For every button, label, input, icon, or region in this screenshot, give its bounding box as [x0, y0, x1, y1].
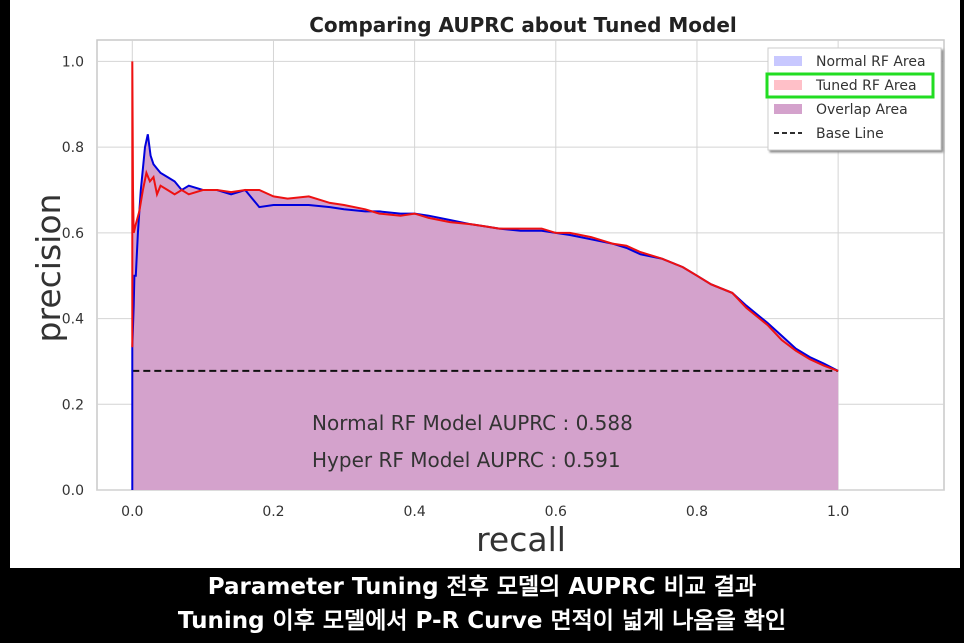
y-axis-label: precision: [29, 194, 68, 343]
x-tick-label: 1.0: [827, 504, 849, 520]
y-tick-label: 0.8: [62, 140, 84, 156]
tuned-rf-curve: [131, 61, 839, 372]
area-fills: [132, 61, 839, 491]
y-tick-label: 0.6: [62, 226, 84, 242]
chart-figure: Comparing AUPRC about Tuned Model 0.0 0.2…: [10, 0, 960, 568]
legend-highlight-box: [765, 72, 935, 99]
tuned-rf-area: [132, 61, 839, 491]
caption-line-1: Parameter Tuning 전후 모델의 AUPRC 비교 결과: [207, 574, 757, 600]
legend-swatch-normal: [774, 56, 802, 66]
legend-label-normal: Normal RF Area: [816, 54, 926, 70]
x-tick-label: 0.8: [686, 504, 708, 520]
legend: Normal RF Area Tuned RF Area Overlap Are…: [765, 47, 942, 151]
y-tick-label: 0.2: [62, 397, 84, 413]
x-tick-label: 0.2: [262, 504, 284, 520]
x-axis-label: recall: [476, 520, 566, 559]
y-tick-label: 0.4: [62, 312, 84, 328]
precision-recall-chart: Comparing AUPRC about Tuned Model 0.0 0.2…: [29, 13, 945, 559]
x-tick-label: 0.0: [121, 504, 143, 520]
x-tick-label: 0.6: [545, 504, 567, 520]
legend-label-overlap: Overlap Area: [816, 102, 908, 118]
legend-swatch-overlap: [774, 104, 802, 114]
caption-line-2: Tuning 이후 모델에서 P-R Curve 면적이 넓게 나옴을 확인: [177, 608, 787, 634]
x-tick-label: 0.4: [403, 504, 425, 520]
tick-labels: 0.0 0.2 0.4 0.6 0.8 1.0 0.0 0.2 0.4 0.6 0.8 1.0: [62, 54, 850, 520]
curve-lines: [131, 61, 839, 490]
legend-label-baseline: Base Line: [816, 126, 884, 142]
figure-caption: Parameter Tuning 전후 모델의 AUPRC 비교 결과 Tuni…: [0, 570, 964, 643]
normal-auprc-annotation: Normal RF Model AUPRC : 0.588: [312, 411, 633, 435]
legend-label-tuned: Tuned RF Area: [815, 78, 917, 94]
legend-swatch-tuned: [774, 80, 802, 90]
tuned-auprc-annotation: Hyper RF Model AUPRC : 0.591: [312, 448, 621, 472]
y-tick-label: 1.0: [62, 54, 84, 70]
legend-box: [767, 47, 942, 151]
chart-title: Comparing AUPRC about Tuned Model: [309, 13, 737, 37]
y-tick-label: 0.0: [62, 483, 84, 499]
